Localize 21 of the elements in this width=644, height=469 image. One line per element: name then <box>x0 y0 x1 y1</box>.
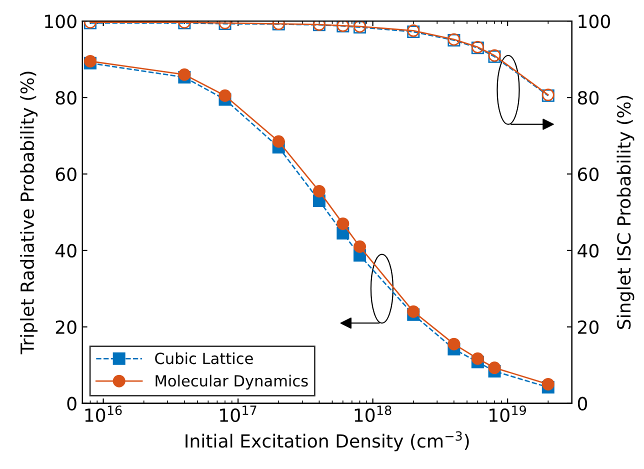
legend-label: Molecular Dynamics <box>156 374 308 390</box>
y-tick-label: 20 <box>56 320 76 334</box>
y2-tick-label: 60 <box>578 167 599 182</box>
y-tick-label: 0 <box>67 396 76 410</box>
y2-tick-label: 0 <box>578 396 588 410</box>
y2-tick-label: 80 <box>578 91 599 105</box>
y2-tick-label: 100 <box>578 14 610 28</box>
y-tick-label: 40 <box>55 244 76 258</box>
x-tick-label: 10$^{18}$ <box>354 405 392 422</box>
x-tick-label: 10$^{19}$ <box>490 405 526 422</box>
x-tick-label: 10$^{17}$ <box>220 406 256 422</box>
y-tick-label: 80 <box>56 91 76 105</box>
x-tick-label: 10$^{16}$ <box>85 405 122 422</box>
y-tick-label: 60 <box>56 167 76 182</box>
x-axis-title: Initial Excitation Density (cm$^{−3}$) <box>186 431 469 452</box>
y-axis-title: Triplet Radiative Probability (%) <box>20 72 38 354</box>
legend-label: Cubic Lattice <box>155 352 253 364</box>
y2-axis-title: Singlet ISC Probability (%) <box>616 96 634 329</box>
y2-tick-label: 40 <box>578 244 599 258</box>
y2-tick-label: 20 <box>578 320 599 334</box>
y-tick-label: 100 <box>45 14 76 28</box>
